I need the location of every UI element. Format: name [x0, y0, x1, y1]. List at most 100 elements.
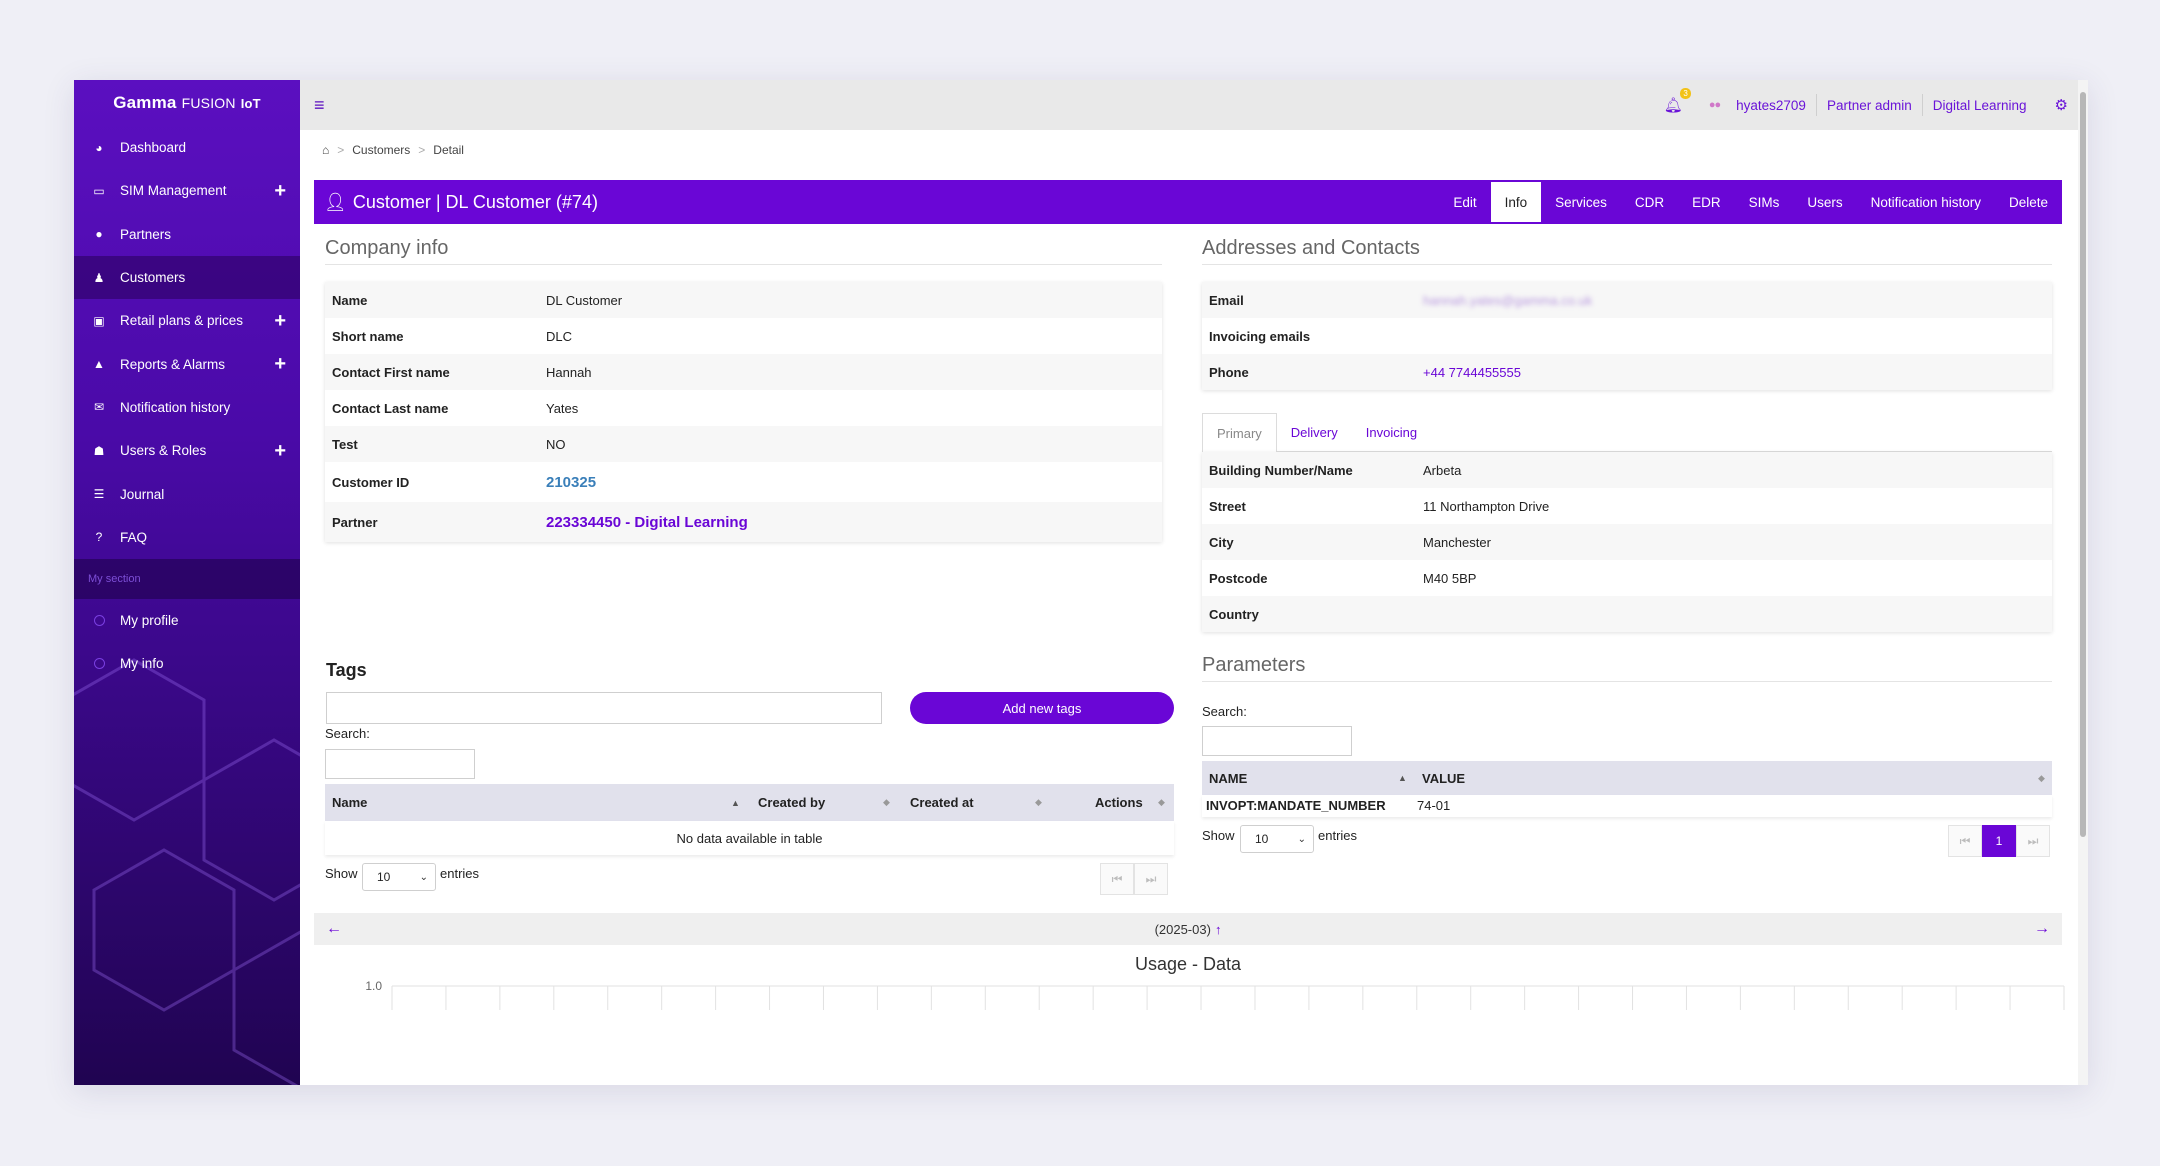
tab-invoicing[interactable]: Invoicing [1365, 424, 1418, 440]
field-value: Arbeta [1416, 452, 2052, 488]
sidebar-item-reports-alarms[interactable]: ▲ Reports & Alarms + [74, 342, 300, 385]
sidebar-item-label: Customers [120, 270, 186, 286]
parameters-last-page-button[interactable]: ⏭ [2016, 825, 2050, 857]
breadcrumb-separator: > [337, 143, 345, 157]
chevron-down-icon: ⌄ [1297, 833, 1306, 845]
parameters-title: Parameters [1202, 654, 2052, 682]
column-actions[interactable]: Actions [1095, 795, 1143, 810]
sidebar-item-retail-plans[interactable]: ▣ Retail plans & prices + [74, 299, 300, 342]
column-name[interactable]: Name [332, 795, 368, 810]
top-bar: ≡ 🔔︎ 3 ●● hyates2709 Partner admin Digit… [300, 80, 2088, 130]
field-label: Contact First name [325, 354, 539, 390]
next-period-arrow-icon[interactable]: → [2034, 920, 2050, 937]
parameters-page-size-select[interactable]: 10 ⌄ [1240, 825, 1314, 853]
tab-sims[interactable]: SIMs [1748, 194, 1780, 210]
tab-users[interactable]: Users [1807, 194, 1843, 210]
field-label: Street [1209, 498, 1246, 514]
table-row: Phone +44 7744455555 [1202, 354, 2052, 390]
phone-link[interactable]: +44 7744455555 [1423, 364, 1521, 380]
param-value: 74-01 [1417, 798, 1451, 813]
brand-product: FUSION [181, 95, 236, 111]
tags-last-page-button[interactable]: ⏭ [1134, 863, 1168, 895]
sidebar-item-notification-history[interactable]: ✉ Notification history [74, 386, 300, 429]
expand-icon[interactable]: + [274, 353, 286, 376]
sidebar-background-pattern [74, 658, 300, 1085]
tab-cdr[interactable]: CDR [1634, 194, 1665, 210]
parameters-page-1-button[interactable]: 1 [1982, 825, 2016, 857]
tags-search-input[interactable] [325, 749, 475, 779]
sort-icon[interactable]: ◆ [1035, 797, 1042, 807]
field-label: Email [1202, 282, 1416, 318]
sidebar-item-dashboard[interactable]: ◕ Dashboard [74, 126, 300, 169]
menu-toggle-icon[interactable]: ≡ [314, 94, 325, 115]
scrollbar-thumb[interactable] [2080, 92, 2086, 837]
field-label: City [1202, 524, 1416, 560]
sidebar-item-customers[interactable]: ♟ Customers [74, 255, 300, 300]
sidebar-item-sim-management[interactable]: ▭ SIM Management + [74, 169, 300, 212]
circle-icon [90, 615, 108, 627]
sidebar-item-my-profile[interactable]: My profile [74, 599, 300, 642]
column-value[interactable]: VALUE [1422, 770, 1466, 786]
column-created-at[interactable]: Created at [910, 795, 974, 810]
tab-delete[interactable]: Delete [2008, 194, 2048, 210]
partner-link[interactable]: 223334450 - Digital Learning [546, 513, 748, 531]
dashboard-icon: ◕ [95, 140, 103, 155]
page-scrollbar[interactable] [2078, 80, 2088, 1085]
tab-services[interactable]: Services [1555, 194, 1607, 210]
field-label: Country [1202, 596, 1416, 632]
money-icon: ▣ [93, 313, 105, 328]
expand-icon[interactable]: + [274, 439, 286, 462]
sort-asc-icon[interactable]: ▲ [731, 797, 740, 808]
tab-info[interactable]: Info [1490, 182, 1542, 222]
sort-icon[interactable]: ◆ [883, 797, 890, 807]
sidebar-item-partners[interactable]: ● Partners [74, 213, 300, 256]
sort-icon[interactable]: ◆ [1158, 797, 1165, 807]
tab-delivery[interactable]: Delivery [1290, 424, 1338, 440]
period-label: (2025-03) [1154, 921, 1211, 937]
person-icon: 👤︎ [324, 191, 347, 212]
tags-first-page-button[interactable]: ⏮ [1100, 863, 1134, 895]
partner-link[interactable]: Digital Learning [1932, 97, 2027, 113]
tags-page-size-select[interactable]: 10 ⌄ [362, 863, 436, 891]
users-icon: ☗ [93, 443, 105, 458]
role-link[interactable]: Partner admin [1817, 94, 1923, 116]
period-up-arrow-icon[interactable]: ↑ [1214, 921, 1222, 937]
sort-asc-icon[interactable]: ▲ [1398, 773, 1407, 783]
username-link[interactable]: hyates2709 [1726, 94, 1817, 116]
sort-icon[interactable]: ◆ [2038, 772, 2045, 783]
tab-edr[interactable]: EDR [1692, 194, 1721, 210]
tab-notification-history[interactable]: Notification history [1870, 194, 1981, 210]
breadcrumb-customers[interactable]: Customers [352, 143, 411, 157]
settings-gear-icon[interactable]: ⚙ [2054, 97, 2068, 114]
column-name[interactable]: NAME [1209, 770, 1248, 786]
column-created-by[interactable]: Created by [758, 795, 826, 810]
field-value: M40 5BP [1423, 570, 1477, 586]
home-icon[interactable]: ⌂ [322, 143, 330, 157]
sidebar-item-journal[interactable]: ☰ Journal [74, 472, 300, 515]
sidebar-item-faq[interactable]: ? FAQ [74, 516, 300, 559]
customer-id-link[interactable]: 210325 [546, 473, 597, 491]
sidebar-item-users-roles[interactable]: ☗ Users & Roles + [74, 429, 300, 472]
y-tick-label: 1.0 [365, 979, 382, 993]
tab-edit[interactable]: Edit [1453, 194, 1477, 210]
sidebar-item-my-info[interactable]: My info [74, 642, 300, 685]
expand-icon[interactable]: + [274, 179, 286, 202]
field-value: Yates [546, 400, 579, 416]
email-value[interactable]: hannah.yates@gamma.co.uk [1423, 292, 1593, 308]
parameters-search-input[interactable] [1202, 726, 1352, 756]
previous-period-arrow-icon[interactable]: ← [326, 920, 342, 937]
card-icon: ▭ [93, 183, 105, 198]
expand-icon[interactable]: + [274, 309, 286, 332]
tab-primary[interactable]: Primary [1202, 413, 1277, 452]
sidebar: Gamma FUSION IoT ◕ Dashboard ▭ SIM Manag… [74, 80, 300, 1085]
breadcrumb: ⌂ > Customers > Detail [322, 140, 464, 160]
tags-search-label: Search: [325, 726, 370, 741]
sidebar-item-label: Reports & Alarms [120, 356, 226, 372]
envelope-icon: ✉ [93, 400, 105, 415]
field-label: Phone [1202, 354, 1416, 390]
brand-logo[interactable]: Gamma FUSION IoT [74, 80, 300, 126]
parameters-first-page-button[interactable]: ⏮ [1948, 825, 1982, 857]
tags-input[interactable] [326, 692, 882, 724]
notification-bell-icon[interactable]: 🔔︎ 3 [1664, 88, 1691, 114]
add-new-tags-button[interactable]: Add new tags [910, 692, 1174, 724]
